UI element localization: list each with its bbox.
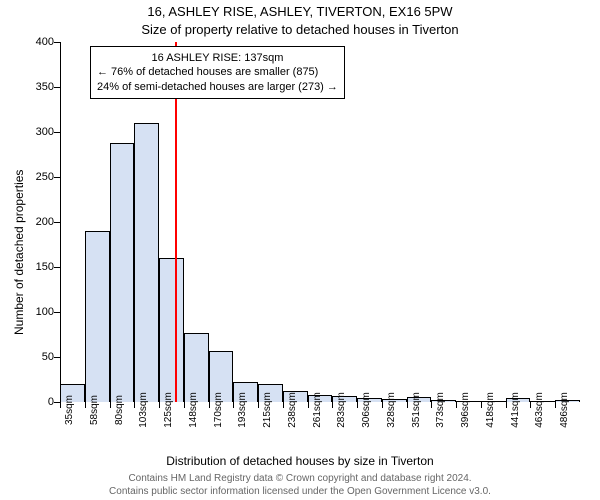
x-tick-label: 35sqm	[64, 395, 75, 425]
x-tick-mark	[456, 402, 457, 408]
y-tick-mark	[54, 357, 60, 358]
x-tick-mark	[382, 402, 383, 408]
x-tick-mark	[332, 402, 333, 408]
x-tick-label: 261sqm	[312, 392, 323, 428]
y-tick-label: 300	[4, 126, 54, 138]
histogram-bar	[110, 143, 135, 402]
x-tick-mark	[308, 402, 309, 408]
y-tick-mark	[54, 132, 60, 133]
x-tick-label: 148sqm	[188, 392, 199, 428]
footer-line2: Contains public sector information licen…	[0, 486, 600, 499]
y-tick-label: 250	[4, 171, 54, 183]
x-tick-mark	[134, 402, 135, 408]
x-tick-mark	[184, 402, 185, 408]
x-tick-mark	[407, 402, 408, 408]
x-tick-label: 328sqm	[386, 392, 397, 428]
footer-attribution: Contains HM Land Registry data © Crown c…	[0, 473, 600, 498]
y-tick-mark	[54, 177, 60, 178]
x-tick-mark	[159, 402, 160, 408]
annotation-line2: ← 76% of detached houses are smaller (87…	[97, 65, 338, 79]
histogram-bar	[134, 123, 159, 402]
x-tick-label: 441sqm	[510, 392, 521, 428]
x-tick-mark	[85, 402, 86, 408]
x-tick-label: 215sqm	[262, 392, 273, 428]
y-tick-label: 100	[4, 306, 54, 318]
x-tick-mark	[60, 402, 61, 408]
y-tick-mark	[54, 87, 60, 88]
x-tick-mark	[283, 402, 284, 408]
x-tick-label: 373sqm	[435, 392, 446, 428]
annotation-box: 16 ASHLEY RISE: 137sqm← 76% of detached …	[90, 46, 345, 99]
x-tick-label: 170sqm	[213, 392, 224, 428]
x-tick-mark	[233, 402, 234, 408]
x-tick-mark	[481, 402, 482, 408]
x-tick-mark	[258, 402, 259, 408]
y-axis-line	[60, 42, 61, 402]
x-tick-label: 193sqm	[237, 392, 248, 428]
x-tick-label: 396sqm	[460, 392, 471, 428]
x-tick-mark	[506, 402, 507, 408]
title-subtitle: Size of property relative to detached ho…	[0, 22, 600, 37]
x-tick-label: 103sqm	[138, 392, 149, 428]
x-tick-label: 283sqm	[336, 392, 347, 428]
x-tick-label: 58sqm	[89, 395, 100, 425]
x-tick-mark	[357, 402, 358, 408]
annotation-line3: 24% of semi-detached houses are larger (…	[97, 80, 338, 94]
title-address: 16, ASHLEY RISE, ASHLEY, TIVERTON, EX16 …	[0, 4, 600, 19]
x-tick-label: 238sqm	[287, 392, 298, 428]
y-tick-mark	[54, 312, 60, 313]
x-tick-label: 80sqm	[114, 395, 125, 425]
x-tick-label: 463sqm	[534, 392, 545, 428]
x-tick-mark	[209, 402, 210, 408]
x-tick-mark	[110, 402, 111, 408]
chart-container: 16, ASHLEY RISE, ASHLEY, TIVERTON, EX16 …	[0, 0, 600, 500]
histogram-bar	[85, 231, 110, 402]
y-tick-label: 50	[4, 351, 54, 363]
x-tick-label: 418sqm	[485, 392, 496, 428]
x-tick-mark	[530, 402, 531, 408]
x-tick-mark	[555, 402, 556, 408]
y-tick-label: 350	[4, 81, 54, 93]
x-tick-label: 125sqm	[163, 392, 174, 428]
histogram-bar	[159, 258, 184, 402]
plot-area: 05010015020025030035040035sqm58sqm80sqm1…	[60, 42, 580, 402]
y-tick-label: 0	[4, 396, 54, 408]
x-tick-label: 306sqm	[361, 392, 372, 428]
x-axis-label: Distribution of detached houses by size …	[0, 454, 600, 468]
x-tick-mark	[431, 402, 432, 408]
annotation-line1: 16 ASHLEY RISE: 137sqm	[97, 51, 338, 65]
x-tick-label: 486sqm	[559, 392, 570, 428]
y-tick-mark	[54, 222, 60, 223]
footer-line1: Contains HM Land Registry data © Crown c…	[0, 473, 600, 486]
y-tick-mark	[54, 42, 60, 43]
y-tick-label: 400	[4, 36, 54, 48]
chart-area: 05010015020025030035040035sqm58sqm80sqm1…	[60, 42, 580, 402]
y-tick-label: 150	[4, 261, 54, 273]
y-tick-label: 200	[4, 216, 54, 228]
y-tick-mark	[54, 267, 60, 268]
x-tick-label: 351sqm	[411, 392, 422, 428]
